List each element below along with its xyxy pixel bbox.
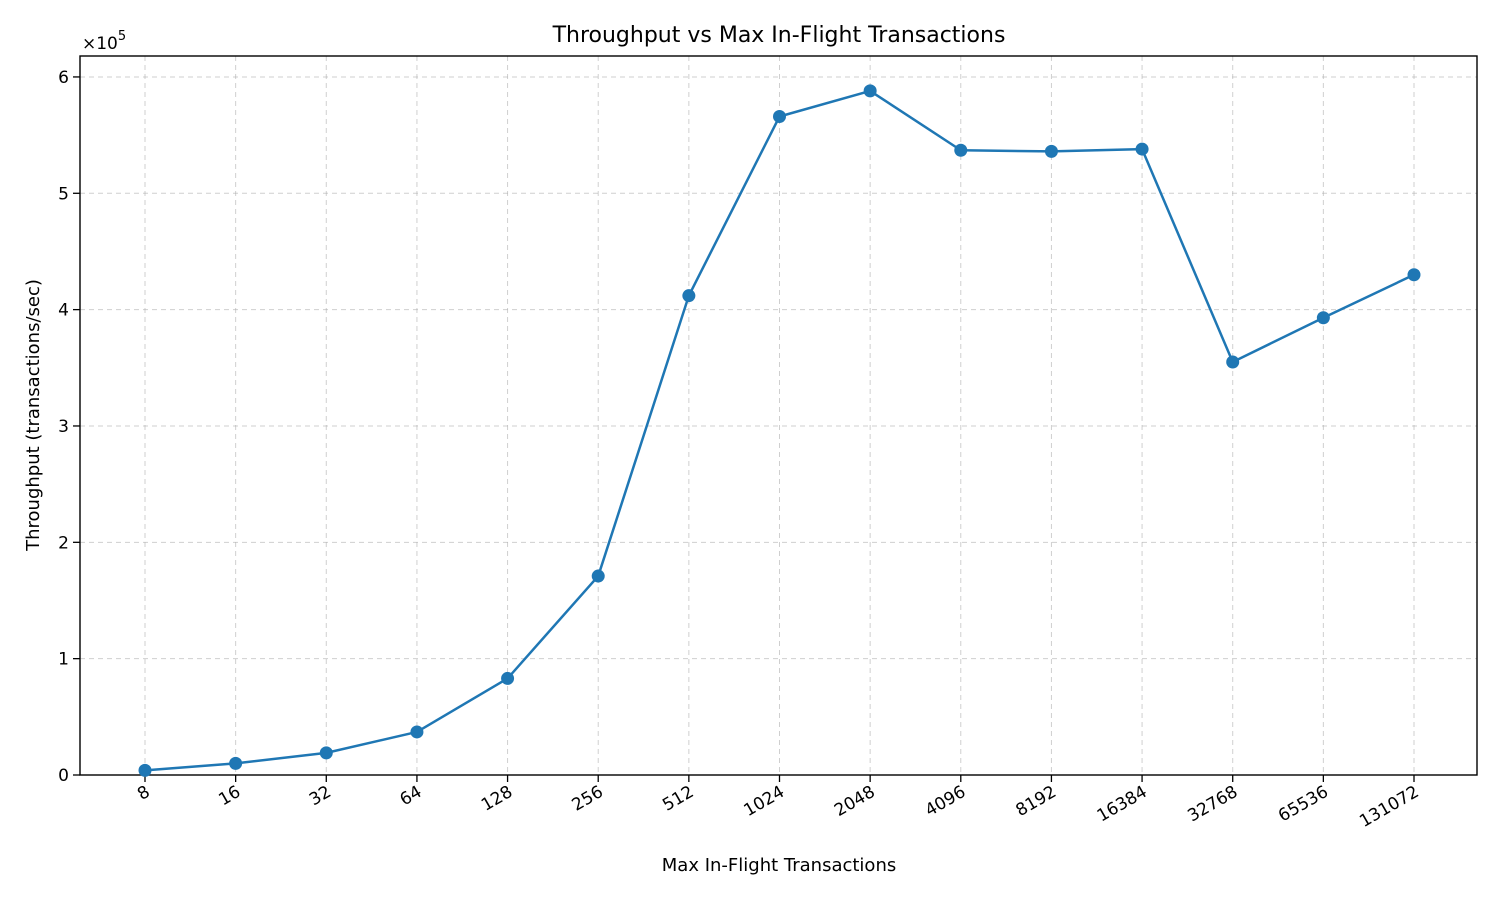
x-tick-label: 64 — [397, 782, 426, 810]
y-axis-label: Throughput (transactions/sec) — [23, 279, 44, 552]
y-tick-label: 5 — [58, 184, 69, 204]
series-layer — [138, 84, 1421, 777]
x-axis: 8 16 32 64 128 256 512 1024 2048 4096 8192 16384 327… — [134, 775, 1423, 832]
data-point — [1407, 268, 1421, 282]
grid — [80, 56, 1477, 776]
x-tick-label: 16 — [215, 782, 244, 810]
data-point — [1226, 355, 1240, 369]
x-tick-label: 2048 — [831, 782, 878, 821]
data-point — [501, 671, 515, 685]
data-point — [954, 143, 968, 157]
y-axis-multiplier-exponent: 5 — [118, 29, 126, 44]
x-tick-label: 32 — [306, 782, 335, 810]
data-point — [773, 109, 786, 123]
x-tick-label: 131072 — [1356, 782, 1422, 832]
y-tick-label: 4 — [58, 301, 69, 321]
x-axis-label: Max In-Flight Transactions — [662, 855, 896, 876]
y-axis-multiplier: ×105 — [82, 29, 126, 54]
x-tick-label: 32768 — [1184, 782, 1241, 826]
data-point — [591, 569, 605, 583]
chart-title: Throughput vs Max In-Flight Transactions — [552, 23, 1006, 48]
data-point — [410, 725, 424, 739]
y-axis: 0 1 2 3 4 5 6 — [58, 68, 80, 786]
data-point — [319, 746, 333, 760]
data-point — [682, 289, 696, 303]
y-tick-label: 3 — [58, 417, 69, 437]
data-point — [138, 763, 152, 777]
x-tick-label: 65536 — [1275, 782, 1332, 826]
x-tick-label: 256 — [569, 782, 607, 816]
data-point — [1044, 144, 1058, 158]
y-tick-label: 2 — [58, 533, 69, 553]
x-tick-label: 1024 — [741, 782, 788, 821]
x-tick-label: 16384 — [1094, 782, 1151, 826]
data-point — [229, 756, 243, 770]
y-axis-multiplier-base: ×10 — [82, 34, 118, 54]
y-tick-label: 6 — [58, 68, 69, 88]
data-point — [863, 84, 877, 98]
y-tick-label: 1 — [58, 650, 69, 670]
plot-frame — [79, 55, 1478, 776]
y-tick-label: 0 — [58, 766, 69, 786]
x-tick-label: 8 — [134, 782, 153, 805]
data-point — [1316, 311, 1330, 325]
x-tick-label: 4096 — [922, 782, 969, 821]
x-tick-label: 128 — [478, 782, 516, 816]
x-tick-label: 8192 — [1012, 782, 1059, 821]
x-tick-label: 512 — [659, 782, 697, 816]
data-point — [1135, 142, 1149, 156]
